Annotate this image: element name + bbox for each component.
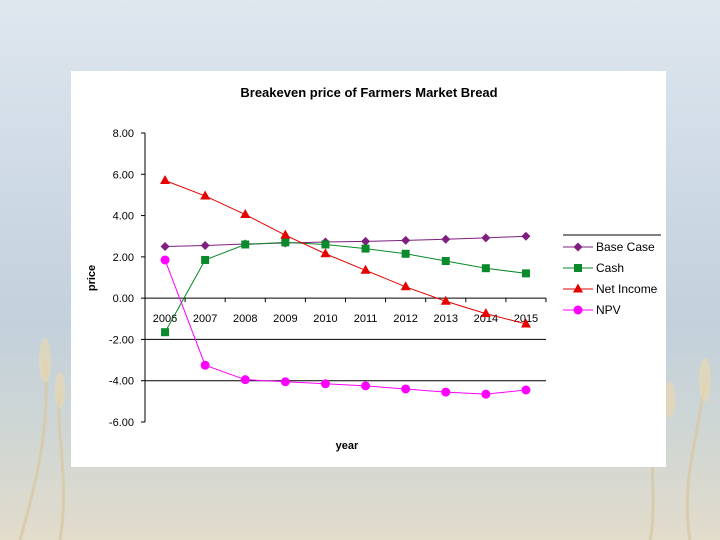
y-tick-label: 4.00 [113, 211, 134, 223]
y-tick-label: -2.00 [109, 334, 134, 346]
data-point-cash [361, 244, 370, 253]
series-line-npv [164, 259, 527, 395]
data-point-base-case [521, 231, 531, 241]
legend-label-npv: NPV [596, 303, 621, 317]
data-point-npv [320, 379, 330, 389]
data-point-cash [201, 255, 210, 264]
data-point-npv [401, 384, 411, 394]
data-point-npv [481, 389, 491, 399]
legend-marker-npv [573, 305, 583, 315]
y-tick-label: -6.00 [109, 417, 134, 429]
data-point-base-case [200, 241, 210, 251]
data-point-net-income [240, 209, 251, 219]
y-tick-label: 0.00 [113, 293, 134, 305]
data-point-base-case [401, 235, 411, 245]
x-tick-label: 2009 [273, 313, 297, 325]
line-chart: Breakeven price of Farmers Market Bread … [86, 85, 661, 452]
data-point-base-case [361, 236, 371, 246]
x-tick-label: 2010 [313, 313, 337, 325]
data-point-npv [240, 375, 250, 385]
legend-marker-base-case [573, 242, 583, 252]
data-point-cash [281, 238, 290, 247]
data-point-net-income [520, 318, 531, 328]
x-tick-label: 2011 [354, 313, 378, 325]
data-point-net-income [400, 281, 411, 291]
data-point-npv [160, 255, 170, 265]
legend-label-cash: Cash [596, 261, 624, 275]
y-tick-label: 2.00 [113, 252, 134, 264]
y-tick-label: 8.00 [113, 128, 134, 140]
series-line-base-case [165, 235, 526, 248]
data-point-net-income [160, 174, 171, 184]
data-point-cash [441, 256, 450, 265]
data-point-npv [200, 360, 210, 370]
legend-label-net-income: Net Income [596, 282, 658, 296]
data-point-net-income [480, 308, 491, 318]
data-point-npv [361, 381, 371, 391]
y-tick-label: -4.00 [109, 376, 134, 388]
data-point-net-income [440, 295, 451, 305]
x-tick-label: 2012 [393, 313, 417, 325]
x-tick-label: 2008 [233, 313, 257, 325]
x-tick-label: 2007 [193, 313, 217, 325]
data-point-cash [241, 240, 250, 249]
series-line-net-income [164, 180, 527, 325]
legend-label-base-case: Base Case [596, 240, 655, 254]
data-point-cash [521, 269, 530, 278]
y-axis-label: price [86, 265, 98, 291]
x-axis-label: year [336, 440, 359, 452]
data-point-net-income [200, 190, 211, 200]
legend-marker-cash [574, 264, 582, 272]
data-point-npv [521, 385, 531, 395]
data-point-cash [321, 240, 330, 249]
chart-title: Breakeven price of Farmers Market Bread [240, 85, 497, 100]
data-point-npv [441, 387, 451, 397]
data-point-net-income [360, 264, 371, 274]
data-point-base-case [481, 233, 491, 243]
legend-marker-net-income [573, 283, 583, 293]
data-point-cash [481, 264, 490, 273]
x-tick-label: 2006 [153, 313, 177, 325]
data-point-net-income [320, 248, 331, 258]
chart-panel: Breakeven price of Farmers Market Bread … [71, 71, 666, 467]
data-point-cash [401, 249, 410, 258]
series-line-cash [164, 241, 527, 333]
data-point-base-case [441, 234, 451, 244]
data-point-base-case [160, 242, 170, 252]
data-point-net-income [280, 229, 291, 239]
x-tick-label: 2014 [474, 313, 498, 325]
x-tick-label: 2013 [434, 313, 458, 325]
y-tick-label: 6.00 [113, 169, 134, 181]
data-point-cash [161, 328, 170, 337]
data-point-npv [280, 377, 290, 387]
